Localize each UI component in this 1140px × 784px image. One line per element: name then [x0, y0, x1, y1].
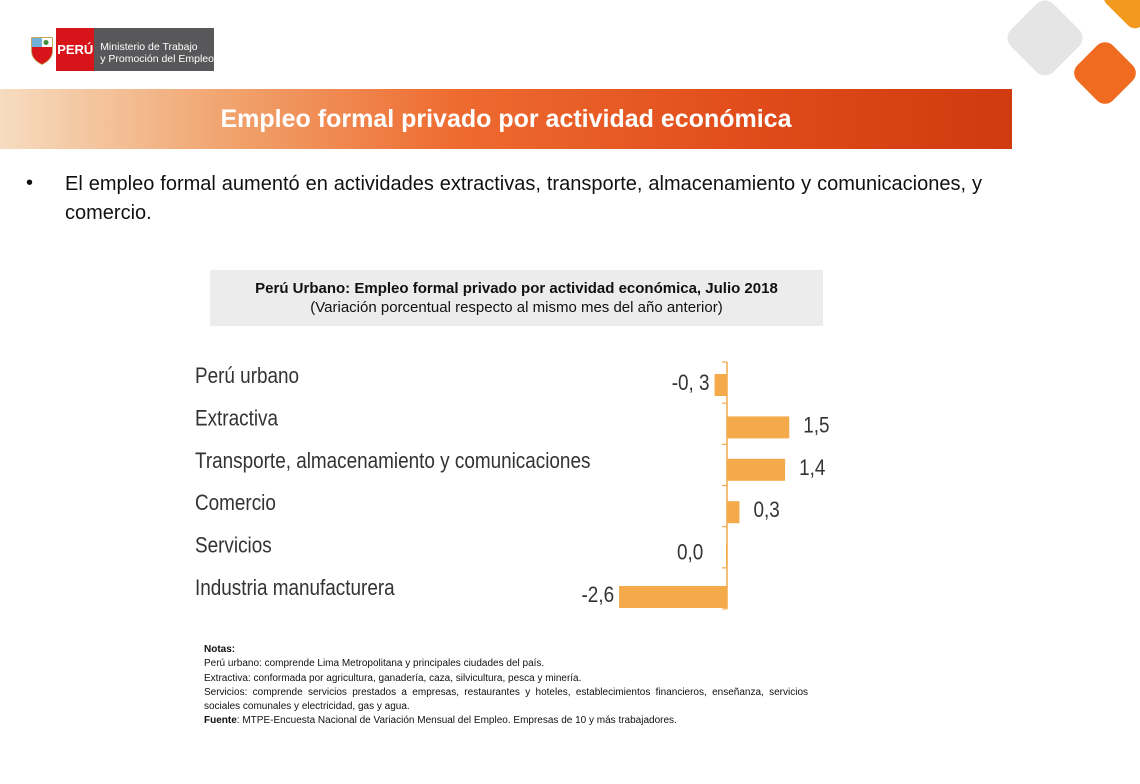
chart-header: Perú Urbano: Empleo formal privado por a…: [210, 270, 823, 326]
category-label: Industria manufacturera: [195, 576, 395, 601]
bar: [619, 586, 727, 608]
logo-ministry: Ministerio de Trabajo y Promoción del Em…: [94, 28, 214, 71]
category-label: Perú urbano: [195, 364, 299, 389]
gray-diamond-shape: [1007, 0, 1083, 76]
coat-of-arms-icon: [28, 28, 56, 71]
chart-notes: Notas: Perú urbano: comprende Lima Metro…: [204, 643, 808, 729]
bullet-text: El empleo formal aumentó en actividades …: [65, 173, 982, 224]
note-line: Servicios: comprende servicios prestados…: [204, 686, 808, 713]
decorative-diamonds: [1007, 0, 1140, 104]
source-label: Fuente: [204, 715, 237, 727]
value-label: 0,3: [753, 498, 779, 523]
bullet-icon: •: [26, 172, 34, 194]
value-label: 0,0: [677, 540, 703, 565]
bar: [727, 416, 790, 439]
bar: [714, 374, 727, 396]
category-label: Extractiva: [195, 406, 279, 431]
value-label: -0, 3: [672, 371, 710, 396]
title-banner: Empleo formal privado por actividad econ…: [0, 89, 1012, 149]
chart-title: Perú Urbano: Empleo formal privado por a…: [255, 280, 778, 297]
value-label: -2,6: [582, 583, 615, 608]
orange-diamond-top-shape: [1103, 0, 1140, 29]
category-label: Transporte, almacenamiento y comunicacio…: [195, 448, 590, 473]
note-line: Extractiva: conformada por agricultura, …: [204, 672, 582, 684]
note-line: Perú urbano: comprende Lima Metropolitan…: [204, 658, 545, 670]
source-line: Fuente: MTPE-Encuesta Nacional de Variac…: [204, 714, 808, 728]
bar: [727, 458, 786, 481]
category-label: Comercio: [195, 491, 276, 516]
category-label: Servicios: [195, 533, 272, 558]
bar: [727, 501, 740, 524]
notes-heading: Notas:: [204, 644, 236, 655]
bar: [726, 543, 727, 566]
chart-subtitle: (Variación porcentual respecto al mismo …: [310, 299, 723, 316]
logo-country: PERÚ: [56, 28, 95, 71]
ministry-logo: PERÚ Ministerio de Trabajo y Promoción d…: [28, 28, 214, 71]
page-title: Empleo formal privado por actividad econ…: [220, 105, 792, 133]
logo-ministry-line1: Ministerio de Trabajo: [100, 41, 198, 53]
source-text: : MTPE-Encuesta Nacional de Variación Me…: [236, 715, 677, 727]
value-label: 1,5: [803, 413, 829, 438]
orange-diamond-shape: [1074, 42, 1136, 104]
logo-ministry-line2: y Promoción del Empleo: [100, 53, 214, 65]
value-label: 1,4: [799, 455, 825, 480]
